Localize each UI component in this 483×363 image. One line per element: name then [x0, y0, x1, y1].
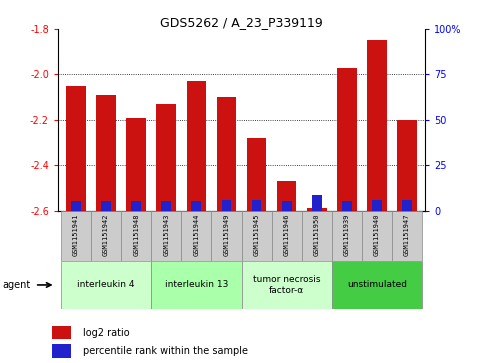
Bar — [242, 211, 271, 261]
Bar — [282, 200, 292, 211]
Bar — [247, 138, 266, 211]
Text: tumor necrosis
factor-α: tumor necrosis factor-α — [253, 275, 320, 295]
Bar — [151, 211, 181, 261]
Bar — [217, 97, 236, 211]
Bar — [307, 208, 327, 211]
Bar — [277, 181, 297, 211]
Bar — [52, 326, 71, 339]
Text: GSM1151943: GSM1151943 — [163, 213, 169, 256]
Text: GSM1151941: GSM1151941 — [73, 213, 79, 256]
Bar — [342, 200, 352, 211]
Bar — [372, 200, 382, 211]
Text: GDS5262 / A_23_P339119: GDS5262 / A_23_P339119 — [160, 16, 323, 29]
Text: interleukin 4: interleukin 4 — [77, 281, 135, 289]
Bar — [212, 211, 242, 261]
Bar — [61, 261, 151, 309]
Bar — [91, 211, 121, 261]
Bar — [161, 200, 171, 211]
Bar — [66, 86, 86, 211]
Text: GSM1151949: GSM1151949 — [224, 213, 229, 256]
Text: unstimulated: unstimulated — [347, 281, 407, 289]
Text: GSM1151942: GSM1151942 — [103, 213, 109, 256]
Text: agent: agent — [2, 280, 30, 290]
Bar — [101, 200, 111, 211]
Text: interleukin 13: interleukin 13 — [165, 281, 228, 289]
Bar — [312, 195, 322, 211]
Text: GSM1151948: GSM1151948 — [133, 213, 139, 256]
Bar — [222, 200, 231, 211]
Bar — [367, 40, 387, 211]
Bar — [271, 211, 302, 261]
Bar — [191, 200, 201, 211]
Bar — [402, 200, 412, 211]
Text: percentile rank within the sample: percentile rank within the sample — [83, 346, 248, 356]
Bar — [362, 211, 392, 261]
Text: GSM1151950: GSM1151950 — [314, 213, 320, 256]
Bar — [252, 200, 261, 211]
Bar — [52, 344, 71, 358]
Bar — [96, 95, 116, 211]
Bar — [392, 211, 422, 261]
Bar — [61, 211, 91, 261]
Text: GSM1151939: GSM1151939 — [344, 213, 350, 256]
Text: GSM1151940: GSM1151940 — [374, 213, 380, 256]
Text: GSM1151946: GSM1151946 — [284, 213, 290, 256]
Bar — [186, 81, 206, 211]
Bar — [302, 211, 332, 261]
Bar — [397, 120, 417, 211]
Bar — [131, 200, 141, 211]
Bar — [71, 201, 81, 211]
Text: log2 ratio: log2 ratio — [83, 327, 130, 338]
Bar — [127, 118, 146, 211]
Bar — [337, 68, 356, 211]
Bar — [151, 261, 242, 309]
Bar — [242, 261, 332, 309]
Text: GSM1151944: GSM1151944 — [193, 213, 199, 256]
Bar — [332, 211, 362, 261]
Bar — [332, 261, 422, 309]
Text: GSM1151945: GSM1151945 — [254, 213, 259, 256]
Bar — [181, 211, 212, 261]
Bar — [156, 104, 176, 211]
Text: GSM1151947: GSM1151947 — [404, 213, 410, 256]
Bar — [121, 211, 151, 261]
